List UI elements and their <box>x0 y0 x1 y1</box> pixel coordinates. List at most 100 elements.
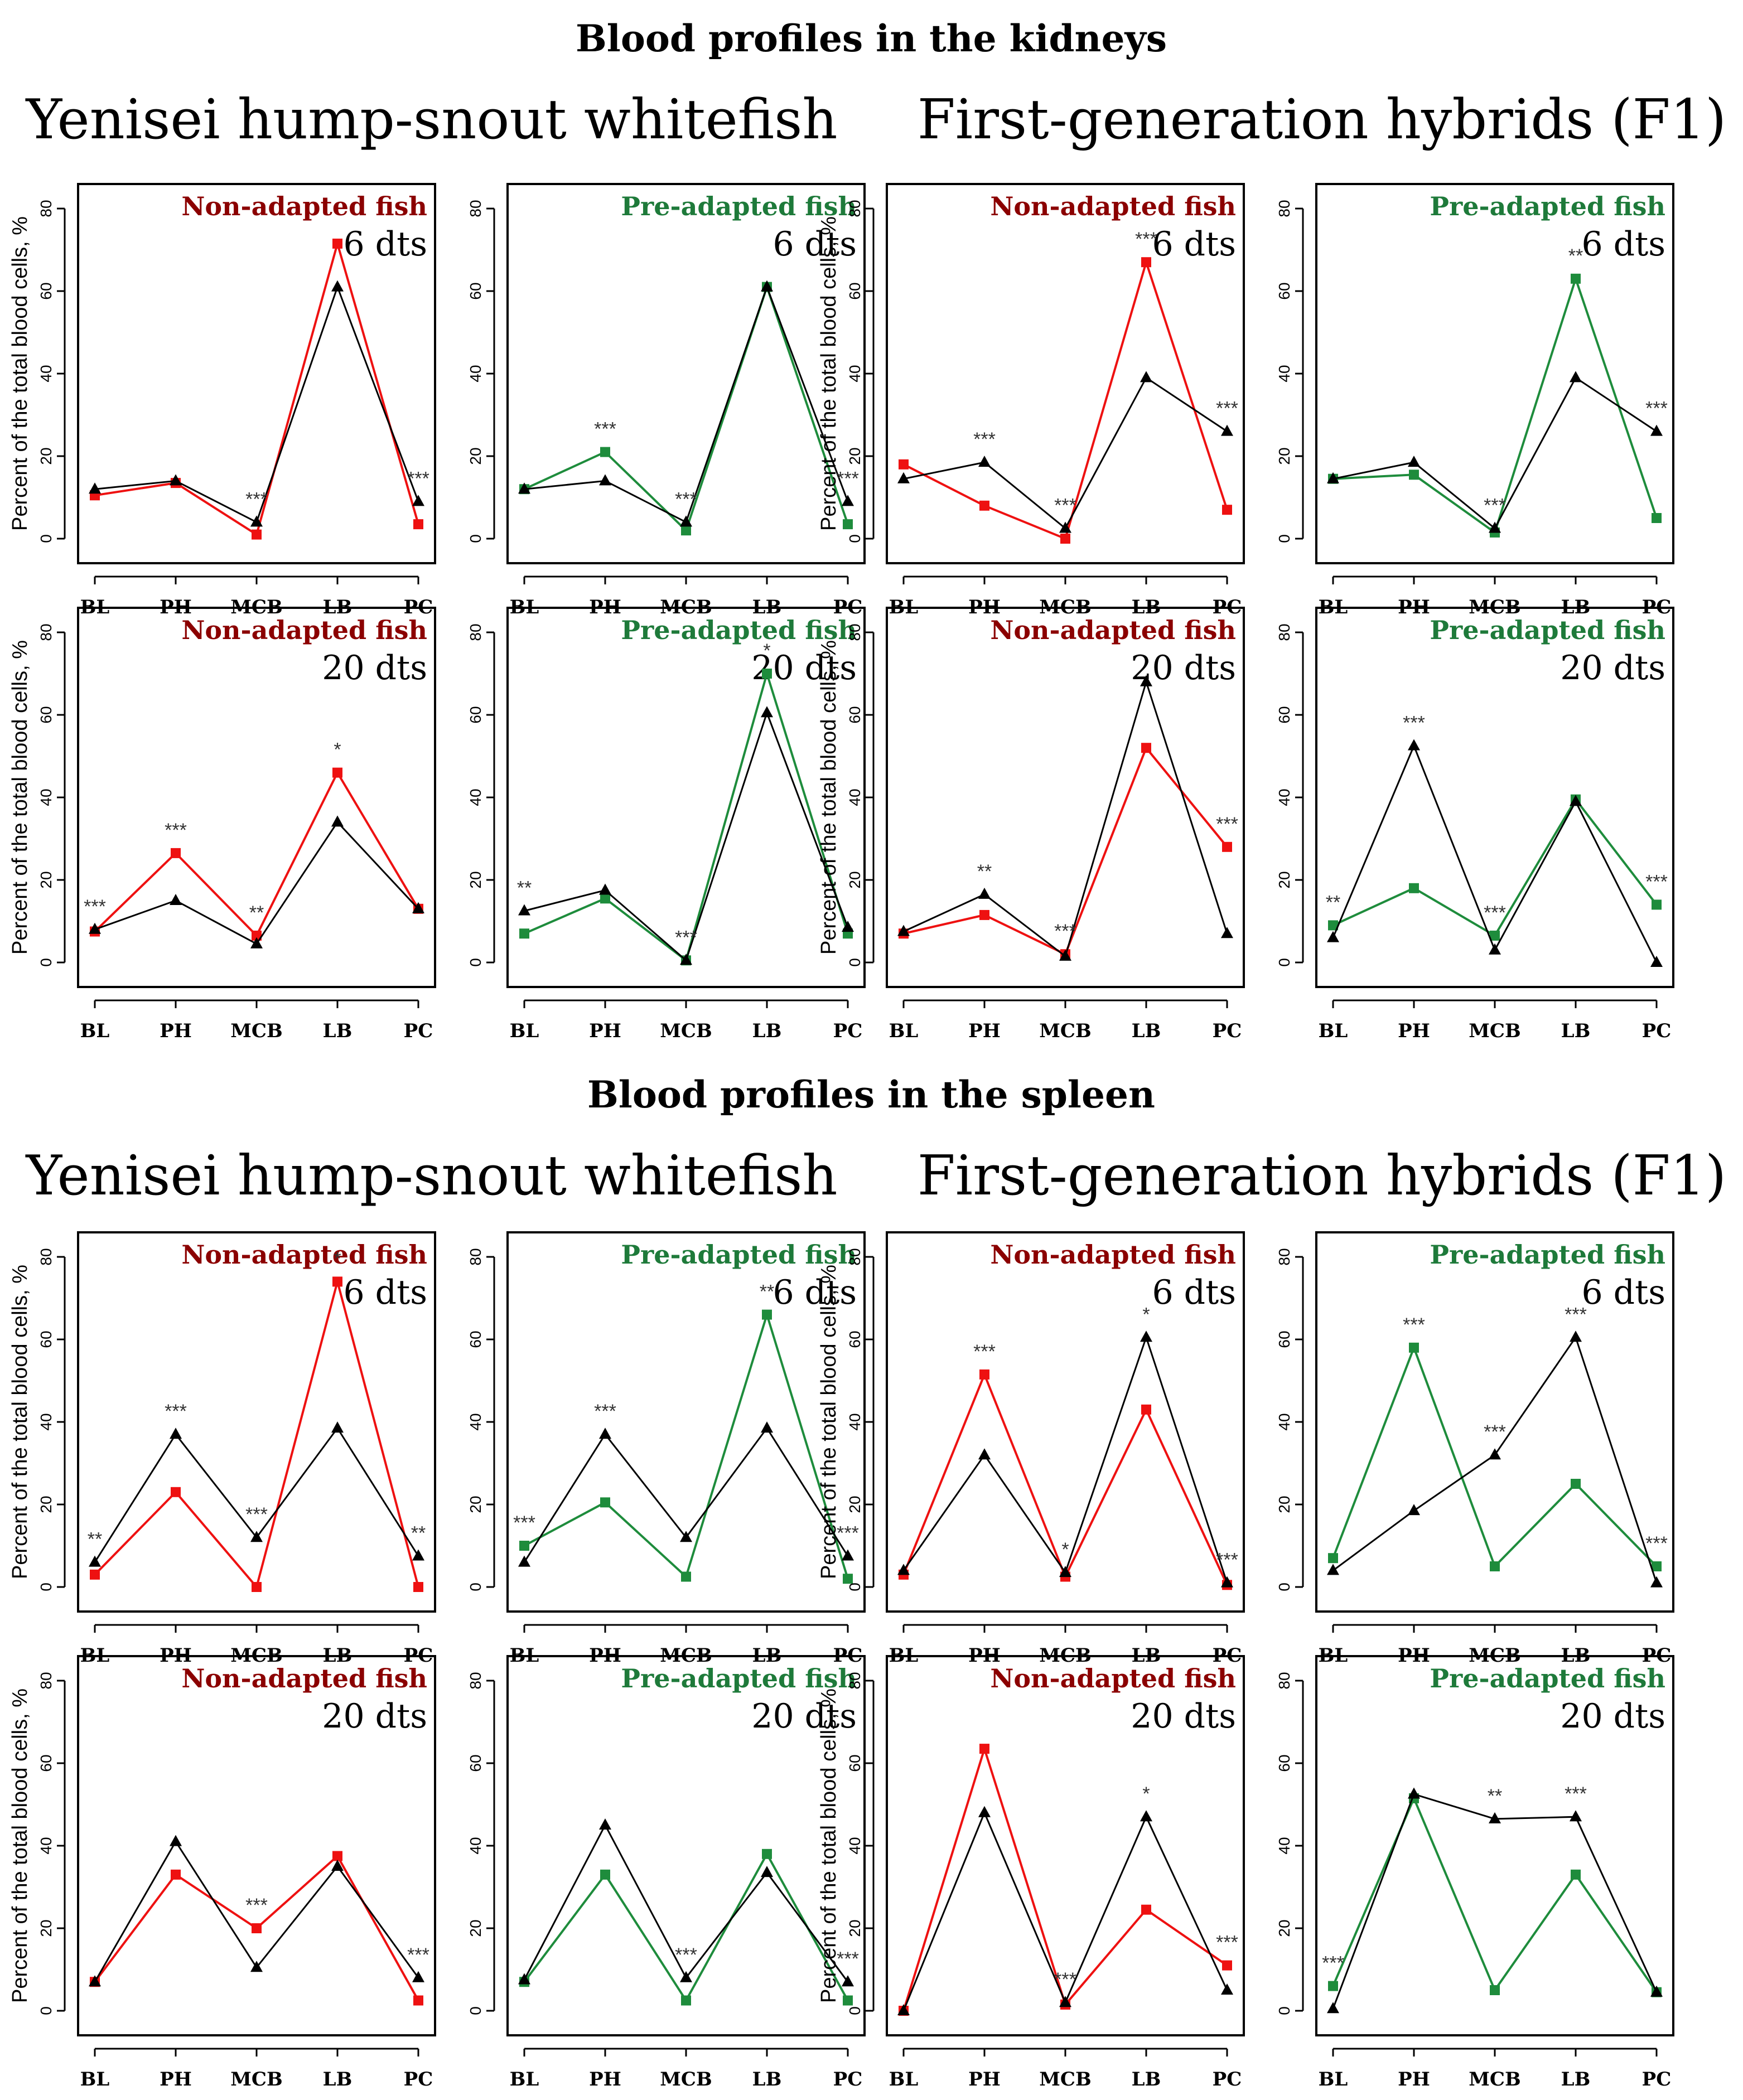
significance-label: ** <box>88 1529 102 1550</box>
y-tick-label: 80 <box>846 1248 863 1265</box>
data-point-square <box>843 1574 853 1584</box>
data-point-square <box>600 447 610 457</box>
data-point-square <box>1409 883 1419 893</box>
significance-label: *** <box>1054 1969 1076 1990</box>
data-point-square <box>1141 743 1151 753</box>
significance-label: ** <box>517 878 532 899</box>
y-tick-label: 20 <box>37 1919 55 1937</box>
x-tick-label: BL <box>80 2068 110 2091</box>
data-point-triangle <box>518 1555 530 1567</box>
data-point-triangle <box>1059 1996 1071 2007</box>
significance-label: *** <box>1216 1932 1238 1953</box>
x-tick-label: MCB <box>230 1020 282 1042</box>
y-tick-label: 80 <box>37 623 55 641</box>
data-point-square <box>1328 1553 1338 1564</box>
data-point-triangle <box>331 280 344 292</box>
x-tick-label: PH <box>968 1020 1001 1042</box>
x-tick-label: MCB <box>230 2068 282 2091</box>
significance-label: *** <box>84 896 106 917</box>
y-tick-label: 80 <box>467 200 484 217</box>
plot-frame <box>77 183 436 564</box>
data-point-triangle <box>842 1975 854 1987</box>
days-label: 20 dts <box>322 1697 427 1736</box>
data-point-triangle <box>1327 472 1339 483</box>
significance-label: * <box>1142 1783 1150 1804</box>
days-label: 20 dts <box>1560 1697 1665 1736</box>
significance-label: ** <box>760 1281 774 1303</box>
plot-frame <box>886 183 1245 564</box>
x-tick-label: LB <box>752 2068 782 2091</box>
y-tick-label: 20 <box>1276 1919 1293 1937</box>
data-point-triangle <box>1221 927 1233 938</box>
plot-frame <box>77 1655 436 2036</box>
data-point-triangle <box>1650 1985 1663 1997</box>
significance-label: * <box>334 739 341 761</box>
y-axis-label: Percent of the total blood cells, % <box>817 640 841 955</box>
y-tick-label: 20 <box>467 1496 484 1513</box>
data-point-triangle <box>897 925 910 936</box>
x-tick-label: PC <box>1213 1020 1242 1042</box>
data-point-triangle <box>170 1428 182 1439</box>
y-tick-label: 60 <box>846 706 863 723</box>
y-tick-label: 80 <box>846 200 863 217</box>
y-tick-label: 20 <box>1276 447 1293 464</box>
data-point-triangle <box>761 706 773 718</box>
y-tick-label: 80 <box>37 1248 55 1265</box>
data-point-triangle <box>761 1421 773 1433</box>
y-tick-label: 60 <box>37 1754 55 1772</box>
x-tick-label: BL <box>510 2068 539 2091</box>
data-point-triangle <box>1570 371 1582 383</box>
y-axis-label: Percent of the total blood cells, % <box>817 1265 841 1579</box>
y-tick-label: 60 <box>846 1330 863 1348</box>
significance-label: *** <box>594 1401 616 1422</box>
significance-label: *** <box>1484 495 1506 516</box>
significance-label: *** <box>165 1401 187 1422</box>
data-point-square <box>1328 920 1338 931</box>
data-point-triangle <box>978 1806 991 1817</box>
data-point-square <box>1490 930 1500 941</box>
significance-label: *** <box>837 1948 859 1970</box>
data-point-triangle <box>680 1531 692 1542</box>
data-point-triangle <box>1408 739 1420 751</box>
data-point-triangle <box>1489 1812 1501 1823</box>
data-point-triangle <box>1221 1576 1233 1588</box>
x-tick-label: LB <box>323 2068 353 2091</box>
condition-label: Non-adapted fish <box>990 191 1236 221</box>
data-point-triangle <box>978 456 991 467</box>
days-label: 6 dts <box>772 1273 857 1312</box>
significance-label: *** <box>675 1944 697 1966</box>
data-point-triangle <box>842 495 854 506</box>
data-point-square <box>252 529 262 540</box>
plot-frame <box>506 183 866 564</box>
data-point-triangle <box>1489 1448 1501 1460</box>
y-tick-label: 20 <box>846 871 863 888</box>
y-tick-label: 60 <box>1276 1754 1293 1772</box>
data-point-square <box>1060 534 1070 544</box>
y-tick-label: 20 <box>1276 1496 1293 1513</box>
significance-label: *** <box>1645 398 1668 419</box>
x-tick-label: PC <box>833 2068 863 2091</box>
significance-label: *** <box>594 419 616 440</box>
condition-label: Pre-adapted fish <box>1430 1663 1665 1693</box>
x-tick-label: MCB <box>660 1020 712 1042</box>
section-title-kidneys: Blood profiles in the kidneys <box>576 17 1167 60</box>
data-point-triangle <box>680 515 692 527</box>
data-point-square <box>681 525 691 536</box>
data-point-square <box>600 1869 610 1880</box>
series-line-reference <box>94 1426 419 1563</box>
x-tick-label: LB <box>1132 1020 1161 1042</box>
plot-frame <box>886 1655 1245 2036</box>
data-point-triangle <box>89 1555 101 1567</box>
y-tick-label: 20 <box>37 447 55 464</box>
group-title-hybrids-kidneys: First-generation hybrids (F1) <box>918 88 1726 152</box>
data-point-square <box>1652 899 1662 910</box>
data-point-square <box>1409 470 1419 480</box>
data-point-triangle <box>1059 1566 1071 1578</box>
condition-label: Pre-adapted fish <box>621 1663 857 1693</box>
significance-label: ** <box>1488 1786 1502 1807</box>
